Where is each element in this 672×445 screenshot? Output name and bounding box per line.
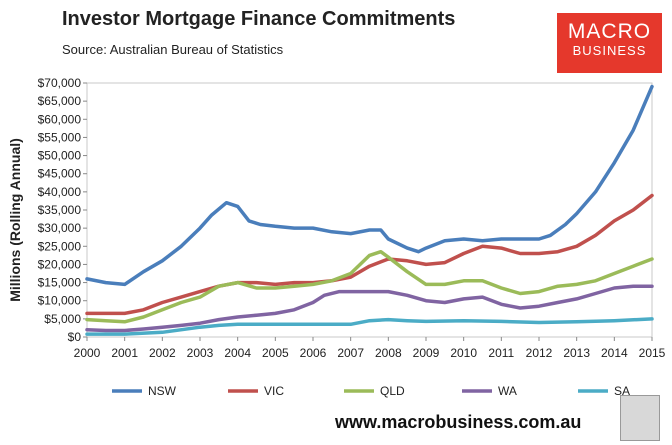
x-tick-label: 2003 — [187, 346, 214, 360]
y-tick-label: $70,000 — [38, 76, 82, 90]
x-tick-label: 2001 — [111, 346, 138, 360]
footer-url: www.macrobusiness.com.au — [335, 412, 582, 432]
y-tick-label: $65,000 — [38, 94, 82, 108]
x-tick-label: 2000 — [74, 346, 101, 360]
x-tick-label: 2013 — [563, 346, 590, 360]
logo-line-1: MACRO — [567, 20, 652, 43]
x-tick-label: 2015 — [639, 346, 666, 360]
x-tick-label: 2007 — [337, 346, 364, 360]
wolf-icon — [620, 395, 660, 441]
y-tick-label: $50,000 — [38, 149, 82, 163]
x-tick-label: 2006 — [300, 346, 327, 360]
y-tick-label: $10,000 — [38, 294, 82, 308]
chart-title: Investor Mortgage Finance Commitments — [62, 8, 456, 30]
x-tick-label: 2012 — [526, 346, 553, 360]
legend-label-qld: QLD — [380, 384, 405, 398]
series-line-nsw — [85, 84, 654, 287]
series-line-sa — [85, 317, 654, 336]
legend-label-sa: SA — [614, 384, 630, 398]
x-tick-label: 2008 — [375, 346, 402, 360]
x-tick-label: 2005 — [262, 346, 289, 360]
series-lines — [85, 84, 654, 336]
series-line-wa — [85, 284, 654, 333]
macrobusiness-logo: MACRO BUSINESS — [557, 13, 662, 73]
y-tick-label: $20,000 — [38, 257, 82, 271]
legend: NSW VIC QLD WA SA — [112, 384, 630, 398]
y-axis: $0 $5,000 $10,000 $15,000 $20,000 $25,000 $30,… — [38, 76, 87, 344]
legend-label-vic: VIC — [264, 384, 284, 398]
x-tick-label: 2002 — [149, 346, 176, 360]
y-tick-label: $30,000 — [38, 221, 82, 235]
x-tick-label: 2009 — [413, 346, 440, 360]
y-tick-label: $60,000 — [38, 112, 82, 126]
legend-label-nsw: NSW — [148, 384, 177, 398]
y-tick-label: $0 — [68, 330, 82, 344]
y-tick-label: $40,000 — [38, 185, 82, 199]
y-tick-label: $25,000 — [38, 239, 82, 253]
y-axis-label: Millions (Rolling Annual) — [7, 138, 23, 302]
legend-label-wa: WA — [498, 384, 517, 398]
x-tick-label: 2004 — [224, 346, 251, 360]
logo-line-2: BUSINESS — [572, 43, 647, 58]
y-tick-label: $15,000 — [38, 276, 82, 290]
y-tick-label: $35,000 — [38, 203, 82, 217]
chart-source: Source: Australian Bureau of Statistics — [62, 42, 284, 57]
y-tick-label: $45,000 — [38, 167, 82, 181]
x-tick-label: 2011 — [488, 346, 514, 360]
series-line-vic — [85, 193, 654, 316]
y-tick-label: $5,000 — [44, 312, 81, 326]
series-line-qld — [85, 249, 654, 324]
x-axis: 2000 2001 2002 2003 2004 2005 2006 2007 2008 2009… — [74, 337, 666, 360]
x-tick-label: 2010 — [450, 346, 477, 360]
y-tick-label: $55,000 — [38, 130, 82, 144]
x-tick-label: 2014 — [601, 346, 628, 360]
